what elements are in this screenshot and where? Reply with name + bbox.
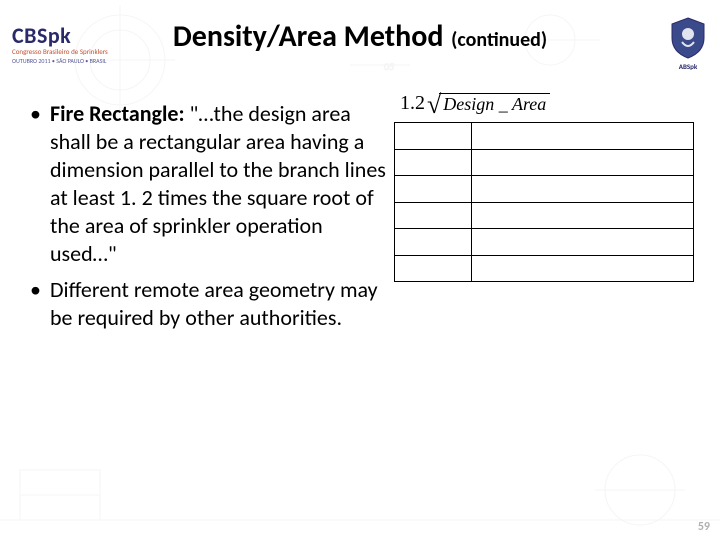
table-row — [395, 176, 693, 203]
logo-left-sub: Congresso Brasileiro de Sprinklers — [12, 47, 108, 56]
slide-title-wrap: Density/Area Method (continued) — [130, 18, 590, 55]
table-cell — [472, 176, 693, 202]
logo-right: ABSpk — [668, 16, 708, 71]
table-row — [395, 229, 693, 256]
sqrt-icon: √ Design _ Area — [427, 93, 550, 115]
logo-left-main: CBSpk — [12, 22, 71, 49]
table-cell — [472, 256, 693, 282]
table-cell — [395, 256, 472, 282]
bullet-body: Different remote area geometry may be re… — [50, 276, 378, 331]
logo-right-label: ABSpk — [679, 62, 698, 71]
slide-title-continued: (continued) — [451, 28, 547, 52]
slide-title: Density/Area Method — [173, 18, 444, 55]
table-cell — [395, 123, 472, 149]
bullet-marker: • — [30, 276, 50, 332]
bullet-lead: Fire Rectangle: — [50, 100, 185, 127]
table-row — [395, 150, 693, 177]
table-cell — [395, 150, 472, 176]
bullet-text: Fire Rectangle: "…the design area shall … — [50, 100, 390, 268]
radical-symbol: √ — [427, 95, 441, 117]
formula-coefficient: 1.2 — [400, 92, 425, 115]
table-cell — [472, 123, 693, 149]
table-cell — [472, 229, 693, 255]
shield-icon — [668, 16, 708, 60]
data-table — [394, 122, 694, 282]
bullet-text: Different remote area geometry may be re… — [50, 276, 390, 332]
logo-left-date: OUTUBRO 2011 • SÃO PAULO • BRASIL — [12, 57, 106, 65]
body-content: • Fire Rectangle: "…the design area shal… — [30, 100, 390, 340]
bullet-item: • Different remote area geometry may be … — [30, 276, 390, 332]
table-cell — [395, 176, 472, 202]
logo-left: CBSpk Congresso Brasileiro de Sprinklers… — [12, 22, 108, 65]
table-cell — [472, 203, 693, 229]
bullet-item: • Fire Rectangle: "…the design area shal… — [30, 100, 390, 268]
page-number: 59 — [698, 520, 710, 534]
table-row — [395, 203, 693, 230]
bullet-marker: • — [30, 100, 50, 268]
formula: 1.2 √ Design _ Area — [400, 92, 550, 115]
table-cell — [395, 203, 472, 229]
formula-radicand: Design _ Area — [439, 93, 550, 115]
table-row — [395, 256, 693, 282]
table-row — [395, 123, 693, 150]
table-cell — [472, 150, 693, 176]
table-cell — [395, 229, 472, 255]
